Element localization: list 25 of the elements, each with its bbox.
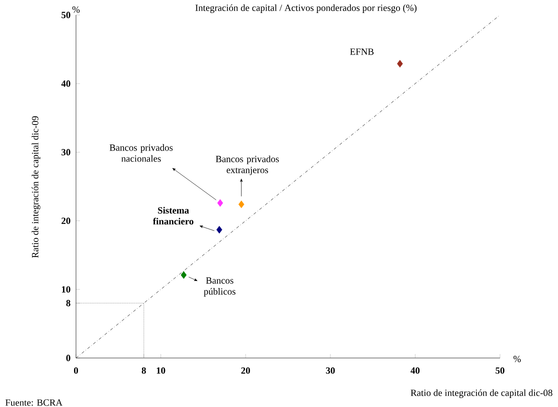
y-tick-label: 50 <box>62 12 70 18</box>
x-tick-label: 8 <box>142 367 146 374</box>
text: Bancos privados nacionales <box>110 144 173 162</box>
text: % <box>514 356 521 362</box>
y-tick-label: 10 <box>62 286 70 293</box>
x-tick-label: 40 <box>410 367 420 374</box>
text: Sistema financiero <box>152 206 194 225</box>
x-tick-label: 10 <box>156 367 166 374</box>
y-tick-label: 0 <box>66 354 70 362</box>
series-label: Bancos públicos <box>204 277 236 297</box>
y-tick-label: 30 <box>62 149 70 156</box>
text: % <box>72 6 80 13</box>
x-tick-label: 0 <box>74 367 78 374</box>
chart-title: Integración de capital / Activos ponderados por riesgo (%) <box>195 4 417 13</box>
text: Bancos privados extranjeros <box>216 156 279 176</box>
x-axis-title: Ratio de integración de capital dic-08 <box>410 389 552 398</box>
y-tick-label: 20 <box>62 218 70 224</box>
x-tick-label: 50 <box>496 367 504 374</box>
x-tick-label: 30 <box>326 367 335 374</box>
y-tick-label: 8 <box>66 300 70 306</box>
y-axis-title: Ratio de integración de capital dic-09 <box>32 116 40 258</box>
y-tick-label: 40 <box>61 80 70 87</box>
x-tick-label: 20 <box>241 367 250 374</box>
text: EFNB <box>350 48 374 55</box>
source-note: Fuente: BCRA <box>5 399 62 406</box>
